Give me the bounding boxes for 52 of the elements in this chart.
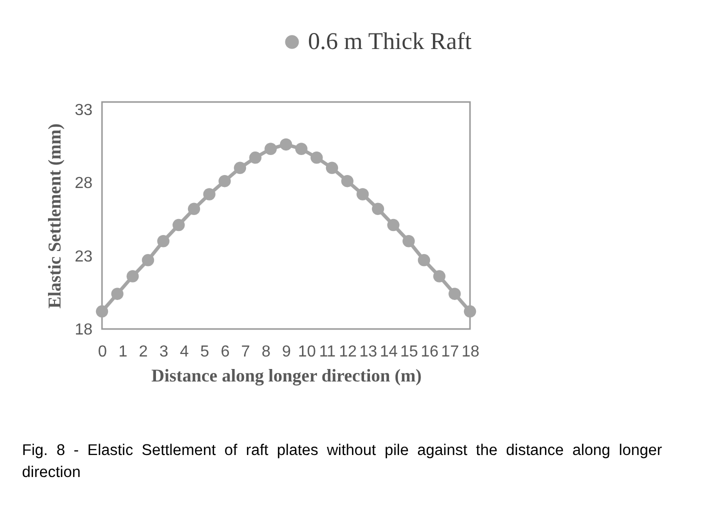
x-tick-label: 11 xyxy=(319,344,336,360)
point xyxy=(418,254,430,266)
x-axis-title: Distance along longer direction (m) xyxy=(151,366,422,386)
point xyxy=(295,142,308,155)
legend-label: 0.6 m Thick Raft xyxy=(308,29,472,55)
point xyxy=(387,218,400,232)
point xyxy=(280,138,292,151)
y-tick-label: 23 xyxy=(74,248,93,266)
x-tick-label: 15 xyxy=(400,344,418,360)
point xyxy=(218,174,231,188)
caption: Fig. 8 - Elastic Settlement of raft plates without pile against the distance along longer direction xyxy=(22,441,662,483)
x-tick-label: 14 xyxy=(380,344,398,360)
x-tick-label: 17 xyxy=(441,344,460,360)
point xyxy=(264,142,277,155)
x-tick-label: 13 xyxy=(359,344,378,360)
point xyxy=(310,152,323,164)
point xyxy=(402,235,415,248)
point xyxy=(326,162,338,174)
y-tick-label: 18 xyxy=(74,322,93,338)
point xyxy=(372,202,384,216)
x-tick-label: 9 xyxy=(282,344,292,360)
y-tick-label: 33 xyxy=(74,102,93,119)
point xyxy=(157,235,170,248)
point xyxy=(111,288,124,300)
point xyxy=(172,218,185,232)
point xyxy=(356,188,369,200)
point xyxy=(142,254,154,266)
x-tick-label: 2 xyxy=(138,344,148,360)
x-tick-label: 4 xyxy=(180,344,189,360)
x-tick-label: 8 xyxy=(262,344,271,360)
x-tick-label: 5 xyxy=(200,344,210,360)
point xyxy=(249,152,262,164)
x-tick-label: 12 xyxy=(338,344,357,360)
x-tick-label: 3 xyxy=(159,344,168,360)
x-tick-label: 18 xyxy=(462,344,480,360)
point xyxy=(203,188,216,200)
x-tick-label: 16 xyxy=(420,344,439,360)
x-tick-label: 7 xyxy=(241,344,250,360)
point xyxy=(341,174,354,188)
x-tick-label: 0 xyxy=(98,344,108,360)
x-tick-label: 1 xyxy=(118,344,128,360)
x-tick-label: 6 xyxy=(220,344,230,360)
point xyxy=(464,305,476,318)
point xyxy=(188,202,200,216)
point xyxy=(96,305,108,318)
x-tick-label: 10 xyxy=(298,344,316,360)
point xyxy=(448,288,461,300)
y-axis-title: Elastic Settlement (mm) xyxy=(44,124,65,308)
point xyxy=(126,270,139,282)
point xyxy=(234,162,246,174)
point xyxy=(433,270,446,282)
y-tick-label: 28 xyxy=(74,175,93,192)
